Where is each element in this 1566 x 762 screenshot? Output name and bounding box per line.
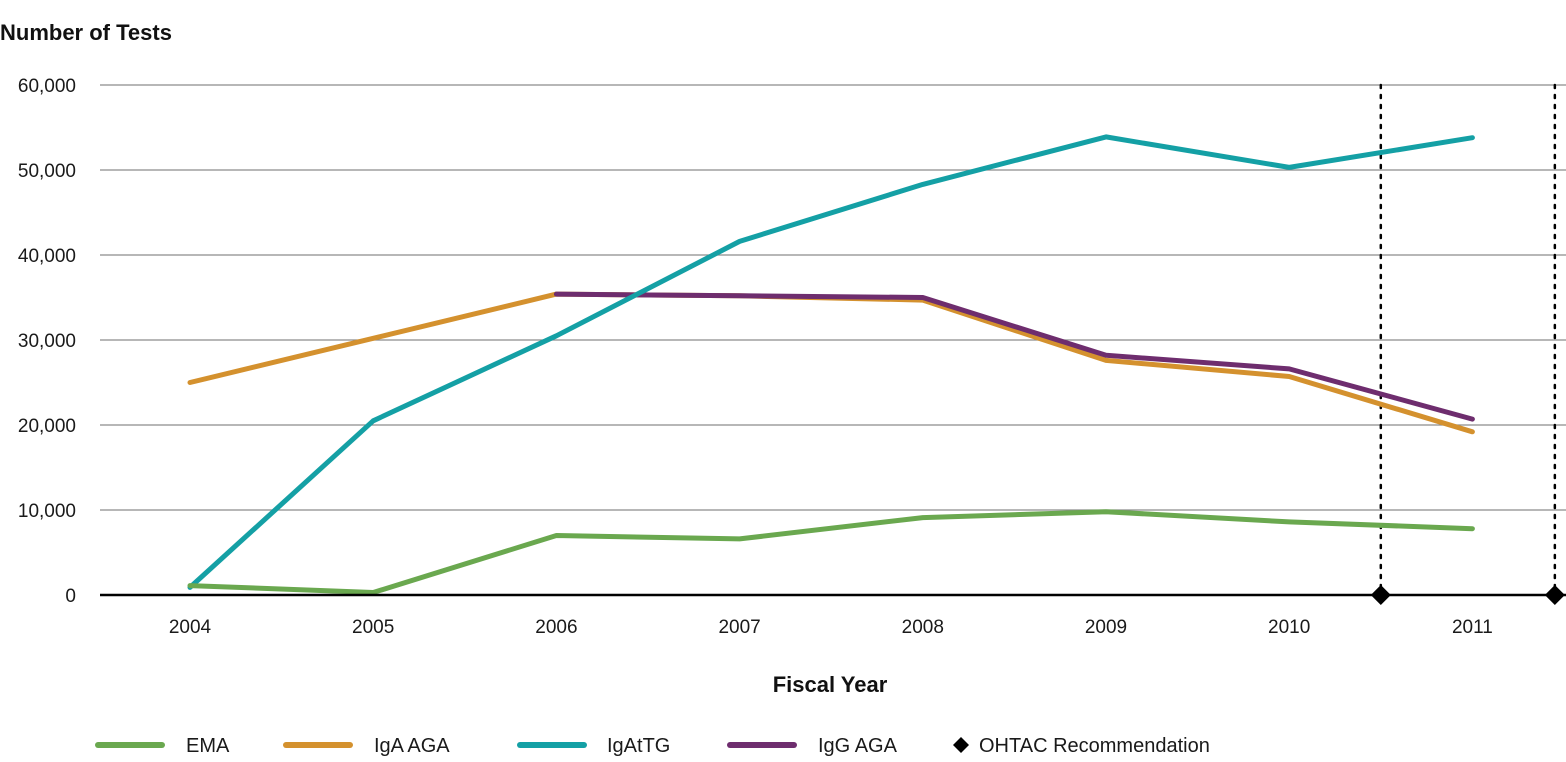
legend-diamond	[953, 737, 969, 753]
x-tick-label: 2010	[1268, 617, 1310, 638]
x-tick-label: 2008	[902, 617, 944, 638]
series-line-igattg	[187, 134, 1475, 590]
legend-item-iga-aga: IgA AGA	[283, 735, 450, 757]
x-axis-ticks: 2004 2005 2006 2007 2008 2009 2010 2011	[169, 617, 1493, 638]
x-tick-label: 2005	[352, 617, 394, 638]
x-tick-label: 2009	[1085, 617, 1127, 638]
y-axis-ticks: 0 10,000 20,000 30,000 40,000 50,000 60,000	[18, 76, 76, 607]
legend: EMA IgA AGA IgAtTG IgG AGA OHTAC Recommendat…	[95, 735, 1210, 757]
y-tick-label: 60,000	[18, 76, 76, 97]
x-tick-label: 2004	[169, 617, 212, 638]
y-tick-label: 0	[65, 586, 76, 607]
recommendation-diamond	[1370, 585, 1391, 605]
y-tick-label: 20,000	[18, 416, 76, 437]
x-tick-label: 2007	[718, 617, 760, 638]
legend-label: IgAtTG	[607, 735, 670, 757]
legend-label: IgA AGA	[374, 735, 450, 757]
gridlines	[100, 84, 1566, 511]
recommendation-diamond	[1544, 585, 1565, 605]
legend-label: IgG AGA	[818, 735, 898, 757]
recommendation-diamonds	[1370, 585, 1565, 605]
series-lines	[187, 134, 1475, 595]
series-line-ema	[187, 509, 1475, 595]
y-axis-title: Number of Tests	[0, 20, 172, 45]
series-line-iga-aga	[187, 291, 1475, 435]
legend-label: EMA	[186, 735, 230, 757]
legend-label: OHTAC Recommendation	[979, 735, 1210, 757]
legend-item-igg-aga: IgG AGA	[727, 735, 898, 757]
y-tick-label: 40,000	[18, 246, 76, 267]
y-tick-label: 10,000	[18, 501, 76, 522]
y-tick-label: 30,000	[18, 331, 76, 352]
legend-item-igattg: IgAtTG	[517, 735, 670, 757]
x-tick-label: 2006	[535, 617, 577, 638]
legend-item-ema: EMA	[95, 735, 230, 757]
y-tick-label: 50,000	[18, 161, 76, 182]
series-line-igg-aga	[553, 291, 1475, 422]
x-axis-title: Fiscal Year	[773, 672, 888, 697]
x-tick-label: 2011	[1452, 617, 1493, 638]
legend-item-ohtac-recommendation: OHTAC Recommendation	[953, 735, 1210, 757]
